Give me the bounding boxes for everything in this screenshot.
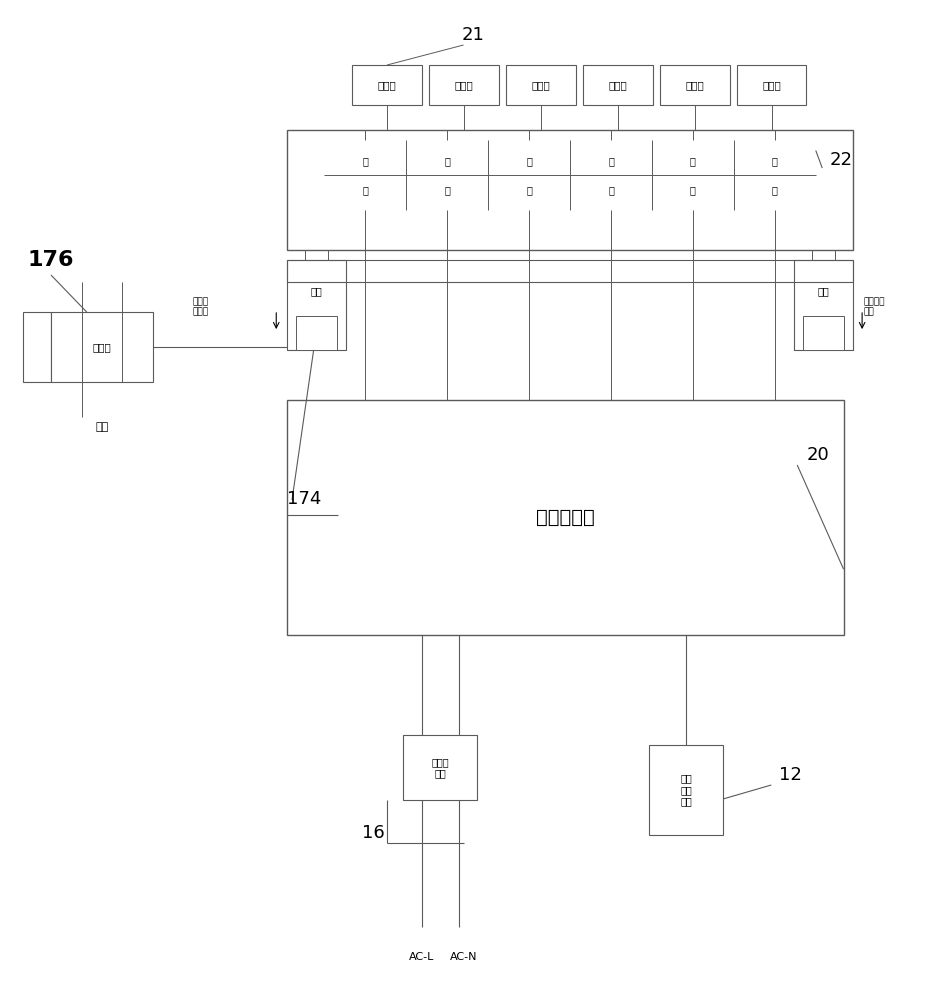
Text: 针: 针 bbox=[362, 156, 368, 166]
Text: 通气向
下缩回: 通气向 下缩回 bbox=[193, 297, 209, 317]
Text: 显示板: 显示板 bbox=[608, 80, 628, 90]
Text: 气缸: 气缸 bbox=[311, 286, 323, 296]
Text: 座: 座 bbox=[527, 185, 532, 195]
Text: 座: 座 bbox=[608, 185, 614, 195]
Text: 针: 针 bbox=[772, 156, 778, 166]
Text: 显示板: 显示板 bbox=[762, 80, 781, 90]
Bar bbox=[429, 65, 499, 105]
Bar bbox=[296, 316, 337, 350]
Text: 针: 针 bbox=[608, 156, 614, 166]
Bar bbox=[506, 65, 576, 105]
Text: 22: 22 bbox=[830, 151, 853, 169]
Bar bbox=[649, 745, 723, 835]
Bar bbox=[23, 312, 51, 382]
Text: 气缸: 气缸 bbox=[818, 286, 830, 296]
Text: 电源变
压器: 电源变 压器 bbox=[431, 757, 450, 778]
Text: AC-L: AC-L bbox=[409, 952, 435, 962]
Text: 座: 座 bbox=[772, 185, 778, 195]
Text: AC-N: AC-N bbox=[450, 952, 477, 962]
Bar bbox=[352, 65, 422, 105]
Text: 座: 座 bbox=[690, 185, 696, 195]
Bar bbox=[583, 65, 653, 105]
Text: 针: 针 bbox=[527, 156, 532, 166]
Text: 显示板: 显示板 bbox=[377, 80, 397, 90]
Text: 显示板: 显示板 bbox=[685, 80, 705, 90]
Text: 12: 12 bbox=[779, 766, 802, 784]
Bar bbox=[803, 316, 844, 350]
Text: 通气向下
缩回: 通气向下 缩回 bbox=[864, 297, 885, 317]
Text: 16: 16 bbox=[362, 824, 385, 842]
Bar bbox=[287, 260, 346, 350]
Text: 气源: 气源 bbox=[95, 422, 108, 432]
Text: 自动
弹起
按鈕: 自动 弹起 按鈕 bbox=[680, 773, 692, 807]
Text: 显示板: 显示板 bbox=[531, 80, 551, 90]
Text: 座: 座 bbox=[362, 185, 368, 195]
Text: 20: 20 bbox=[806, 446, 830, 464]
Bar bbox=[737, 65, 806, 105]
Text: 174: 174 bbox=[287, 490, 322, 508]
Text: 显示板: 显示板 bbox=[454, 80, 474, 90]
Text: 测试主控板: 测试主控板 bbox=[536, 508, 595, 527]
Bar bbox=[794, 260, 853, 350]
Text: 176: 176 bbox=[28, 250, 74, 270]
Bar bbox=[287, 130, 853, 250]
Bar bbox=[287, 400, 844, 635]
Bar bbox=[51, 312, 153, 382]
Text: 针: 针 bbox=[690, 156, 696, 166]
Text: 电磁阀: 电磁阀 bbox=[93, 342, 111, 352]
Bar bbox=[403, 735, 477, 800]
Text: 座: 座 bbox=[444, 185, 451, 195]
Text: 21: 21 bbox=[462, 26, 484, 44]
Bar bbox=[660, 65, 730, 105]
Text: 针: 针 bbox=[444, 156, 451, 166]
Bar bbox=[324, 140, 816, 210]
